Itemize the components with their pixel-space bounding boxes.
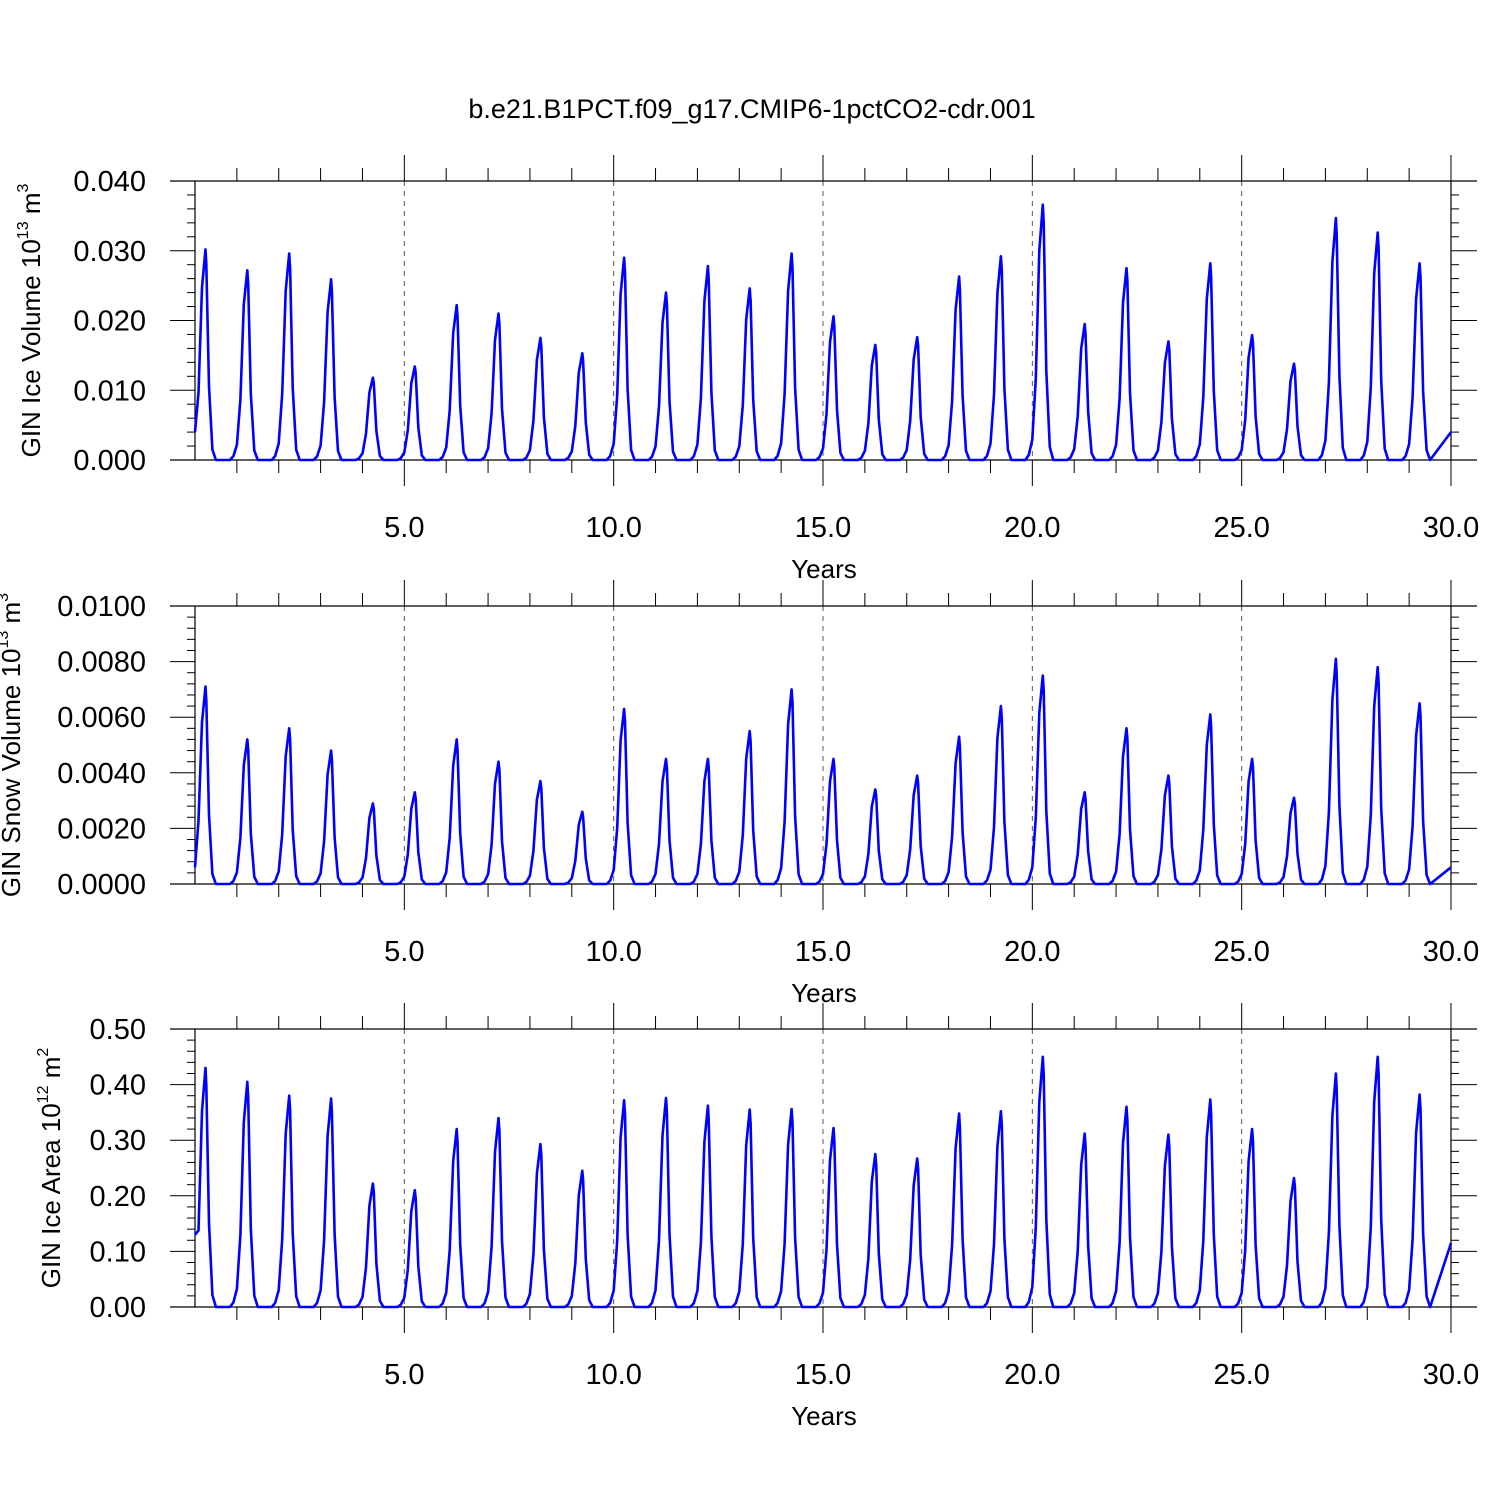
ytick-label-5: 0.0100 <box>57 591 146 623</box>
x-axis-label: Years <box>791 1401 857 1431</box>
y-axis-label-unit: m <box>0 602 26 631</box>
xtick-label-4: 25.0 <box>1213 936 1269 968</box>
y-axis-label-text: GIN Ice Volume 10 <box>16 239 46 457</box>
y-axis-label-exponent: 12 <box>35 1085 52 1103</box>
xtick-label-0: 5.0 <box>384 1359 424 1391</box>
panel-3: 0.00 0.10 0.20 0.30 0.40 0.50 5.0 10.0 15.0 20.0 2… <box>35 1003 1479 1431</box>
xtick-label-5: 30.0 <box>1423 936 1479 968</box>
y-axis-label-unit: m <box>16 192 46 221</box>
y-axis-label-text: GIN Ice Area 10 <box>36 1103 66 1288</box>
xtick-label-0: 5.0 <box>384 512 424 544</box>
ytick-label-1: 0.10 <box>90 1236 146 1268</box>
y-axis-label-text: GIN Snow Volume 10 <box>0 649 26 898</box>
ytick-label-0: 0.00 <box>90 1292 146 1324</box>
xtick-label-1: 10.0 <box>585 936 641 968</box>
ytick-label-4: 0.0080 <box>57 647 146 679</box>
xtick-label-1: 10.0 <box>585 1359 641 1391</box>
series-line <box>193 657 1452 886</box>
ytick-label-0: 0.0000 <box>57 869 146 901</box>
y-axis-label: GIN Ice Volume 1013 m3 <box>15 183 46 457</box>
panel-2: 0.0000 0.0020 0.0040 0.0060 0.0080 0.0100 5.0 1… <box>0 580 1479 1008</box>
ytick-label-2: 0.0040 <box>57 758 146 790</box>
xtick-label-5: 30.0 <box>1423 1359 1479 1391</box>
ytick-label-3: 0.30 <box>90 1125 146 1157</box>
y-axis-label-unit: m <box>36 1057 66 1086</box>
x-axis-label: Years <box>791 978 857 1008</box>
xtick-label-3: 20.0 <box>1004 936 1060 968</box>
xtick-label-2: 15.0 <box>795 936 851 968</box>
xtick-label-1: 10.0 <box>585 512 641 544</box>
xtick-label-5: 30.0 <box>1423 512 1479 544</box>
xtick-label-3: 20.0 <box>1004 512 1060 544</box>
ytick-label-0: 0.000 <box>73 445 146 477</box>
y-axis-label-unit-exponent: 3 <box>15 183 32 192</box>
y-axis-label-unit-exponent: 3 <box>0 593 12 602</box>
y-axis-label: GIN Ice Area 1012 m2 <box>35 1048 66 1289</box>
series-line <box>194 1055 1453 1309</box>
ytick-label-1: 0.010 <box>73 375 146 407</box>
ytick-label-1: 0.0020 <box>57 813 146 845</box>
ytick-label-5: 0.50 <box>90 1014 146 1046</box>
ytick-label-4: 0.40 <box>90 1070 146 1102</box>
y-axis-label-exponent: 13 <box>0 631 12 649</box>
y-axis-label: GIN Snow Volume 1013 m3 <box>0 593 26 897</box>
series-line <box>193 203 1453 462</box>
x-axis-label: Years <box>791 554 857 584</box>
xtick-label-2: 15.0 <box>795 512 851 544</box>
ytick-label-4: 0.040 <box>73 166 146 198</box>
ytick-label-3: 0.030 <box>73 236 146 268</box>
ytick-label-3: 0.0060 <box>57 702 146 734</box>
y-axis-label-exponent: 13 <box>15 221 32 239</box>
xtick-label-3: 20.0 <box>1004 1359 1060 1391</box>
xtick-label-4: 25.0 <box>1213 512 1269 544</box>
ytick-label-2: 0.20 <box>90 1181 146 1213</box>
chart-title: b.e21.B1PCT.f09_g17.CMIP6-1pctCO2-cdr.00… <box>468 94 1035 124</box>
panel-1: 0.000 0.010 0.020 0.030 0.040 5.0 10.0 15.0 20.0… <box>15 155 1479 584</box>
xtick-label-4: 25.0 <box>1213 1359 1269 1391</box>
y-axis-label-unit-exponent: 2 <box>35 1048 52 1057</box>
xtick-label-2: 15.0 <box>795 1359 851 1391</box>
ytick-label-2: 0.020 <box>73 306 146 338</box>
xtick-label-0: 5.0 <box>384 936 424 968</box>
